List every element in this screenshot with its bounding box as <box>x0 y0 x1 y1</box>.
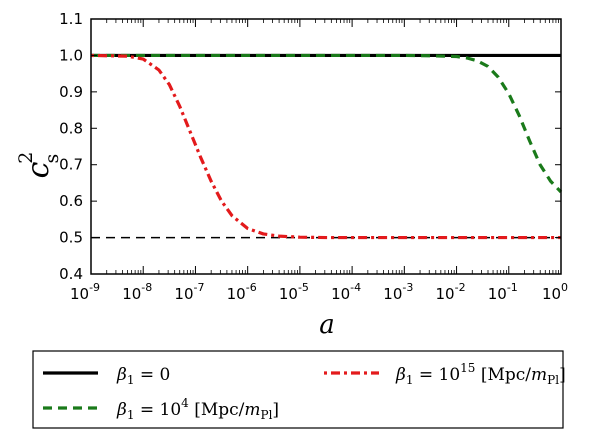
y-tick-label: 0.4 <box>59 265 83 283</box>
x-tick-label: 10-5 <box>279 281 309 303</box>
series-line-2 <box>91 53 563 194</box>
x-tick-label: 10-7 <box>174 281 204 303</box>
legend-label-2: β1 = 104 [Mpc/mPl] <box>116 396 279 422</box>
legend: β1 = 0 β1 = 104 [Mpc/mPl] β1 = 1015 [Mpc/m… <box>32 350 566 429</box>
x-tick-label: 10-1 <box>488 281 518 303</box>
x-tick-label: 100 <box>542 281 568 303</box>
y-tick-label: 0.6 <box>59 192 83 210</box>
y-axis-label-base: c <box>21 161 56 178</box>
y-axis-label: cs2 <box>15 152 63 179</box>
y-tick-label: 0.7 <box>59 156 83 174</box>
x-tick-label: 10-3 <box>383 281 413 303</box>
y-axis-label-sub: s <box>41 154 63 164</box>
x-tick-label: 10-4 <box>331 281 361 303</box>
x-tick-label: 10-6 <box>227 281 257 303</box>
series-line-3 <box>90 53 561 240</box>
y-axis-label-sup: 2 <box>15 152 37 164</box>
x-tick-label: 10-9 <box>70 281 100 303</box>
legend-box <box>32 350 564 429</box>
y-tick-label: 0.8 <box>59 119 83 137</box>
y-tick-label: 1.1 <box>59 10 83 28</box>
x-axis-label: a <box>319 310 335 340</box>
legend-label-1: β1 = 0 <box>116 365 170 387</box>
y-tick-label: 0.9 <box>59 83 83 101</box>
svg-text:cs2: cs2 <box>15 152 63 179</box>
legend-label-3: β1 = 1015 [Mpc/mPl] <box>395 361 566 387</box>
x-tick-label: 10-8 <box>122 281 152 303</box>
plot-frame <box>90 18 562 275</box>
y-tick-label: 0.5 <box>59 229 83 247</box>
series-layer <box>90 53 563 240</box>
y-tick-label: 1.0 <box>59 46 83 64</box>
x-tick-label: 10-2 <box>436 281 466 303</box>
ticks-layer: 0.4 0.5 0.6 0.7 0.8 0.9 1.0 1.1 10-9 10-8 10-7 10-6… <box>59 10 568 303</box>
